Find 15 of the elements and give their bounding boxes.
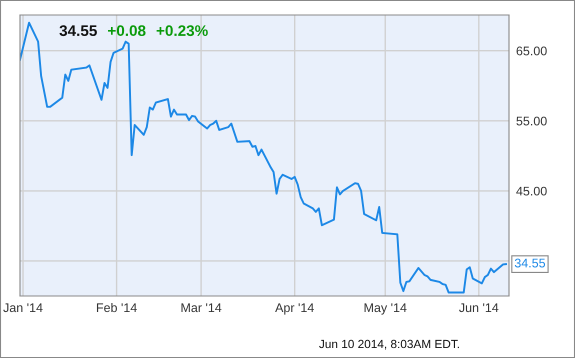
y-tick-label: 65.00 [516,46,547,56]
x-tick-label: Feb '14 [96,302,137,312]
text: 34.55 [59,25,97,36]
x-tick-label: Jan '14 [3,303,43,312]
x-tick-label: Jun '14 [459,303,498,312]
annotation: 34.55 [514,258,546,268]
line-series [20,22,507,294]
x-tick-label: May '14 [364,303,407,315]
annotation: +0.08 [108,25,146,36]
text: Jun 10 2014, 8:03AM EDT. [319,340,459,350]
annotation: +0.23% [156,25,208,36]
y-tick-label: 55.00 [516,116,547,126]
x-tick-label: Apr '14 [275,303,314,315]
x-tick-label: Mar '14 [181,303,222,312]
y-tick-label: 45.00 [516,186,547,196]
